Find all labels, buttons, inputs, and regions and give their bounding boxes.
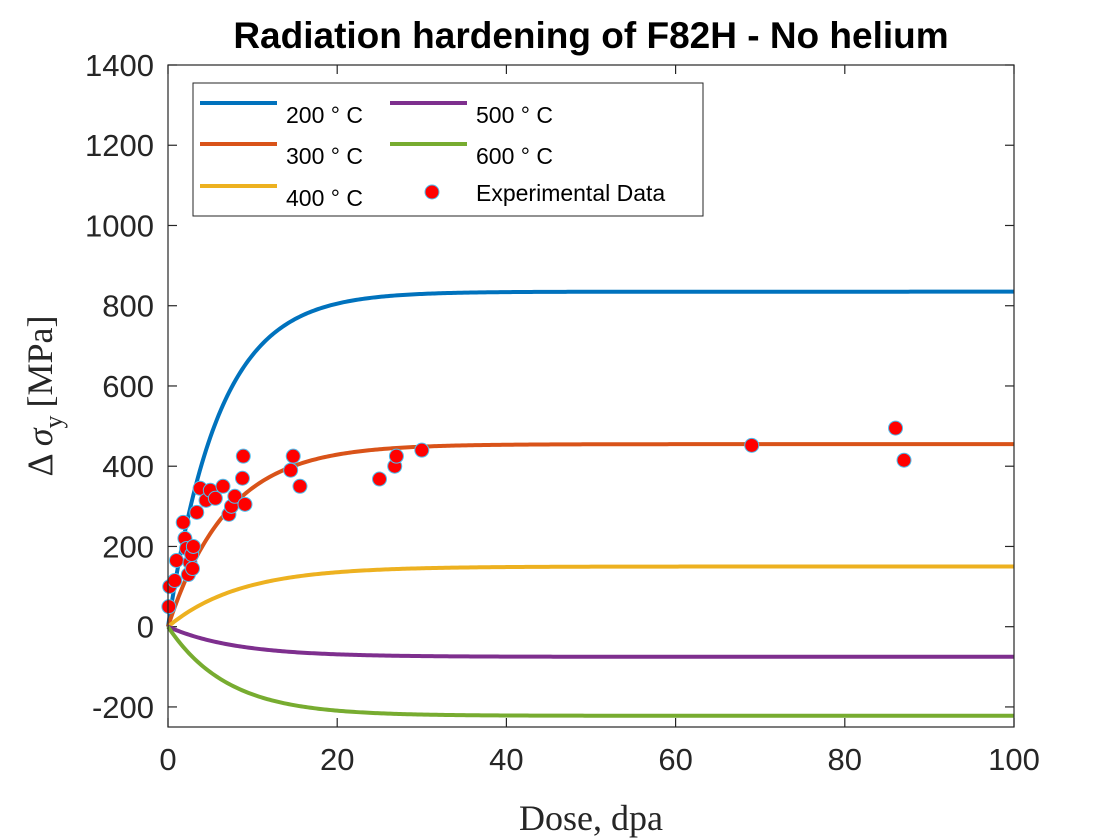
data-point xyxy=(388,448,404,464)
data-point xyxy=(168,552,184,568)
data-point xyxy=(189,504,205,520)
y-tick-label: 1400 xyxy=(85,48,154,83)
data-point xyxy=(414,442,430,458)
data-point xyxy=(372,471,387,487)
series-line-2 xyxy=(166,442,1014,628)
data-point xyxy=(167,573,183,589)
y-tick-label: 1200 xyxy=(85,128,154,163)
legend-box xyxy=(192,82,704,217)
data-point xyxy=(888,420,904,436)
legend-swatch xyxy=(424,184,440,200)
legend-label: 500 ° C xyxy=(476,102,553,128)
chart-title: Radiation hardening of F82H - No helium xyxy=(233,15,948,56)
y-tick-label: 400 xyxy=(102,449,154,484)
data-point xyxy=(235,448,251,464)
data-point xyxy=(215,478,231,494)
legend-label: 300 ° C xyxy=(286,143,363,169)
x-axis-label: Dose, dpa xyxy=(519,798,663,838)
data-point xyxy=(185,561,201,577)
y-axis-label-unit: [MPa] xyxy=(20,316,60,408)
x-tick-label: 40 xyxy=(489,742,523,777)
x-tick-label: 0 xyxy=(159,742,176,777)
series-line-4 xyxy=(167,624,1014,659)
data-point xyxy=(896,452,912,468)
x-axis-ticks: 0 20 40 60 80 100 xyxy=(159,65,1040,777)
legend-label: 400 ° C xyxy=(286,185,363,211)
y-tick-label: 0 xyxy=(137,610,154,645)
y-axis-ticks: -200 0 200 400 600 800 1000 1200 1400 xyxy=(85,48,1014,725)
legend: 200 ° C 300 ° C 400 ° C 500 ° C 600 ° C Exper… xyxy=(192,82,704,217)
x-tick-label: 60 xyxy=(658,742,692,777)
data-point xyxy=(292,478,308,494)
data-point xyxy=(237,496,253,512)
series-line-5 xyxy=(166,625,1014,718)
y-tick-label: 1000 xyxy=(85,208,154,243)
data-point xyxy=(234,470,250,486)
y-axis-label-subscript: y xyxy=(39,416,68,429)
data-point xyxy=(283,462,299,478)
data-point xyxy=(207,490,223,506)
series-lines xyxy=(166,289,1014,718)
series-line-1 xyxy=(166,289,1014,628)
y-tick-label: 800 xyxy=(102,289,154,324)
x-tick-label: 20 xyxy=(320,742,354,777)
legend-label: Experimental Data xyxy=(476,180,665,206)
experimental-points xyxy=(161,420,912,615)
data-point xyxy=(285,448,301,464)
x-tick-label: 80 xyxy=(828,742,862,777)
data-point xyxy=(175,514,191,530)
data-point xyxy=(185,538,201,554)
y-axis-label-symbol: σ xyxy=(20,427,60,446)
data-point xyxy=(227,488,243,504)
data-point xyxy=(744,437,760,453)
legend-label: 600 ° C xyxy=(476,143,553,169)
y-tick-label: -200 xyxy=(92,690,154,725)
legend-label: 200 ° C xyxy=(286,102,363,128)
series-line-3 xyxy=(166,564,1014,629)
y-tick-label: 200 xyxy=(102,529,154,564)
y-axis-label-prefix: Δ xyxy=(20,454,60,476)
data-point xyxy=(161,599,177,615)
y-tick-label: 600 xyxy=(102,369,154,404)
x-tick-label: 100 xyxy=(988,742,1040,777)
axes-box xyxy=(167,64,1015,728)
y-axis-label: Δ σy [MPa] xyxy=(20,316,68,477)
